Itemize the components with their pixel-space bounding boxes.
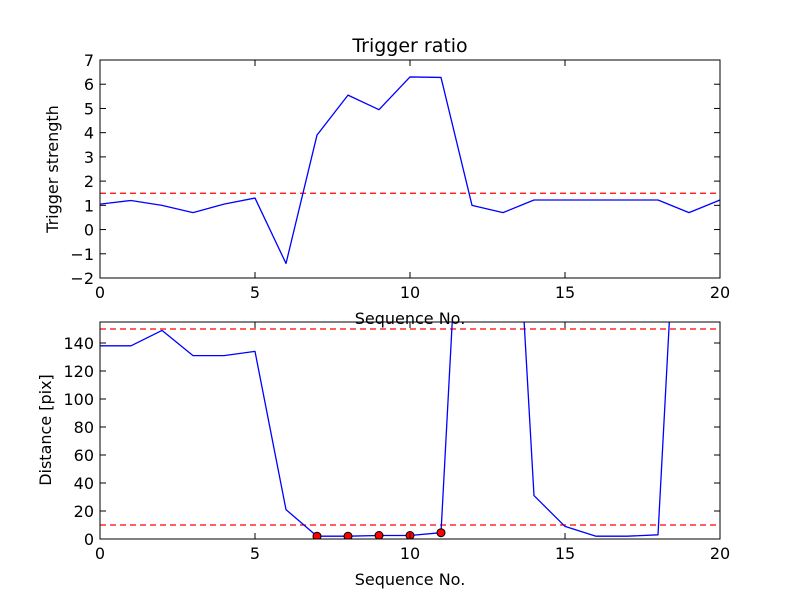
y-tick-label: 60 xyxy=(74,446,94,465)
data-point xyxy=(374,531,384,539)
x-tick-label: 20 xyxy=(710,283,730,302)
trigger-ratio-chart: Trigger ratio Sequence No. Trigger stren… xyxy=(43,35,730,328)
y-tick-label: −1 xyxy=(70,245,94,264)
plot-frame xyxy=(99,59,721,279)
y-tick-label: 0 xyxy=(84,221,94,240)
y-tick-label: 80 xyxy=(74,418,94,437)
distance-chart: Sequence No. Distance [pix] 0 5 10 15 20 0 20 4… xyxy=(36,321,730,589)
y-tick-label: 120 xyxy=(63,362,94,381)
plot-frame xyxy=(99,321,721,540)
chart-title: Trigger ratio xyxy=(351,35,467,57)
data-point xyxy=(312,531,322,539)
y-tick-label: 5 xyxy=(84,99,94,118)
y-axis-label: Trigger strength xyxy=(43,105,62,234)
y-tick-label: 0 xyxy=(84,530,94,549)
y-tick-label: 40 xyxy=(74,474,94,493)
y-tick-label: −2 xyxy=(70,269,94,288)
x-tick-label: 0 xyxy=(95,544,105,563)
x-axis-label: Sequence No. xyxy=(355,309,466,328)
x-axis-label: Sequence No. xyxy=(355,570,466,589)
y-tick-label: 20 xyxy=(74,502,94,521)
data-point xyxy=(343,531,353,539)
y-tick-label: 3 xyxy=(84,148,94,167)
x-tick-label: 0 xyxy=(95,283,105,302)
y-tick-label: 100 xyxy=(63,390,94,409)
y-tick-label: 1 xyxy=(84,196,94,215)
x-tick-label: 10 xyxy=(400,283,420,302)
y-tick-label: 140 xyxy=(63,334,94,353)
x-tick-label: 20 xyxy=(710,544,730,563)
y-tick-label: 4 xyxy=(84,124,94,143)
series-line xyxy=(100,76,720,265)
y-tick-label: 6 xyxy=(84,75,94,94)
x-tick-label: 5 xyxy=(250,544,260,563)
data-point xyxy=(436,528,446,538)
x-tick-label: 5 xyxy=(250,283,260,302)
x-tick-label: 15 xyxy=(555,283,575,302)
y-tick-label: 7 xyxy=(84,51,94,70)
x-tick-label: 10 xyxy=(400,544,420,563)
y-axis-label: Distance [pix] xyxy=(36,374,55,486)
y-tick-label: 2 xyxy=(84,172,94,191)
x-tick-label: 15 xyxy=(555,544,575,563)
